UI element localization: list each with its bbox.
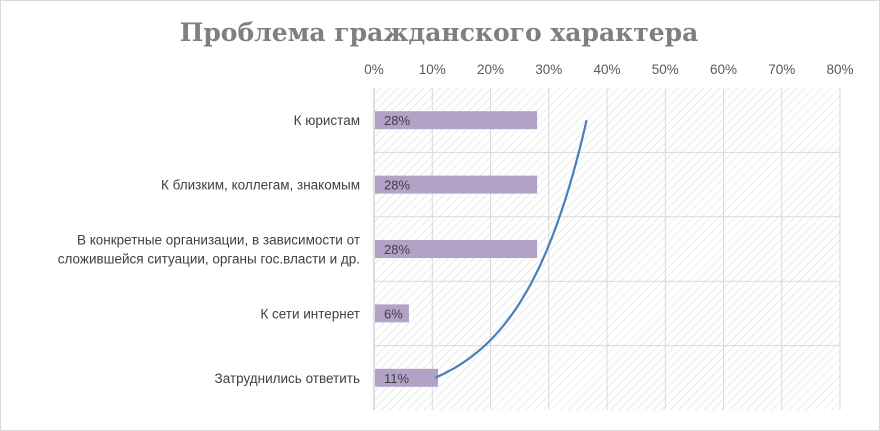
bar-value-label: 28% (384, 113, 410, 128)
bar-value-label: 11% (384, 371, 409, 386)
x-tick-label: 30% (535, 62, 562, 77)
category-labels: К юристам К близким, коллегам, знакомым В … (58, 113, 360, 386)
bar-value-label: 28% (384, 178, 410, 193)
category-label: К близким, коллегам, знакомым (161, 178, 360, 193)
category-label: К юристам (294, 113, 360, 128)
trend-curve (434, 119, 588, 379)
x-tick-label: 60% (710, 62, 737, 77)
bar (375, 111, 538, 130)
x-tick-label: 20% (477, 62, 504, 77)
x-tick-label: 10% (419, 62, 446, 77)
data-labels: 28% 28% 28% 6% 11% (384, 113, 410, 386)
bar (375, 304, 409, 323)
x-tick-label: 80% (826, 62, 853, 77)
category-label: сложившейся ситуации, органы гос.власти … (58, 252, 360, 267)
x-tick-label: 0% (364, 62, 384, 77)
x-tick-label: 70% (768, 62, 795, 77)
category-label: К сети интернет (260, 306, 360, 321)
chart-title: Проблема гражданского характера (180, 18, 699, 47)
bar (375, 240, 538, 258)
category-label: Затруднились ответить (215, 371, 360, 386)
x-tick-label: 50% (652, 62, 679, 77)
x-tick-label: 40% (593, 62, 620, 77)
bar-value-label: 6% (384, 306, 403, 321)
bar (375, 175, 538, 194)
x-axis-ticks: 0% 10% 20% 30% 40% 50% 60% 70% 80% (364, 62, 853, 77)
bar-value-label: 28% (384, 242, 410, 257)
bar (375, 368, 439, 387)
bars (375, 111, 538, 387)
category-label: В конкретные организации, в зависимости … (77, 233, 360, 248)
